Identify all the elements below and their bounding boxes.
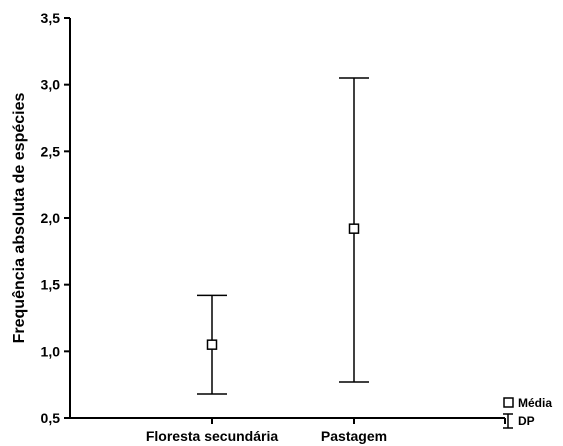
legend-label-media: Média <box>518 396 552 410</box>
y-tick-label: 2,0 <box>41 210 61 226</box>
y-tick-label: 0,5 <box>41 410 61 426</box>
x-tick-label: Floresta secundária <box>146 428 278 444</box>
mean-marker <box>348 223 360 234</box>
y-tick-label: 3,0 <box>41 77 61 93</box>
y-tick-label: 1,5 <box>41 277 61 293</box>
legend-square-icon <box>503 397 514 408</box>
mean-marker <box>206 339 218 350</box>
legend-label-dp: DP <box>518 414 535 428</box>
y-axis-title: Frequência absoluta de espécies <box>11 93 28 344</box>
y-tick-label: 2,5 <box>41 143 61 159</box>
chart-marks <box>197 77 369 395</box>
axes: 0,5 1,0 1,5 2,0 2,5 3,0 3,5 Floresta secundária… <box>41 10 506 444</box>
y-tick-label: 3,5 <box>41 10 61 26</box>
x-tick-label: Pastagem <box>321 428 387 444</box>
legend: Média DP <box>503 396 552 429</box>
y-tick-label: 1,0 <box>41 343 61 359</box>
